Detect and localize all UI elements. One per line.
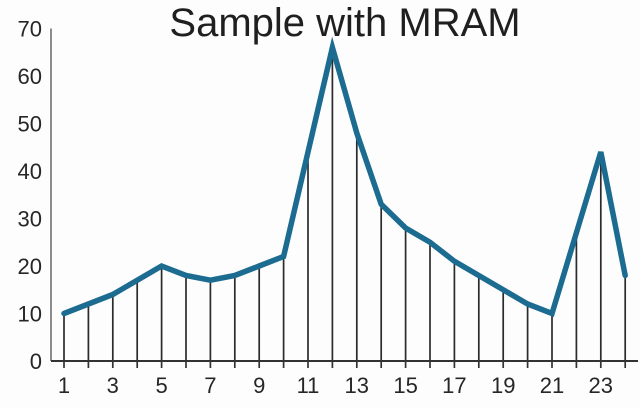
y-tick-label: 60 [18,64,42,89]
y-tick-label: 10 [18,302,42,327]
y-tick-label: 0 [30,349,42,374]
x-tick-label: 13 [345,373,369,398]
x-tick-label: 23 [589,373,613,398]
x-tick-label: 9 [253,373,265,398]
y-tick-label: 30 [18,207,42,232]
data-line [61,36,628,318]
x-tick-label: 7 [204,373,216,398]
x-tick-label: 1 [58,373,70,398]
x-tick-label: 21 [540,373,564,398]
x-tick-label: 15 [393,373,417,398]
y-tick-label: 70 [18,17,42,42]
chart-title: Sample with MRAM [169,1,521,45]
x-tick-label: 19 [491,373,515,398]
x-tick-label: 11 [297,373,320,398]
y-tick-label: 50 [18,112,42,137]
x-tick-label: 5 [155,373,167,398]
y-tick-label: 40 [18,159,42,184]
y-tick-label: 20 [18,254,42,279]
x-tick-label: 3 [107,373,119,398]
x-tick-label: 17 [442,373,466,398]
